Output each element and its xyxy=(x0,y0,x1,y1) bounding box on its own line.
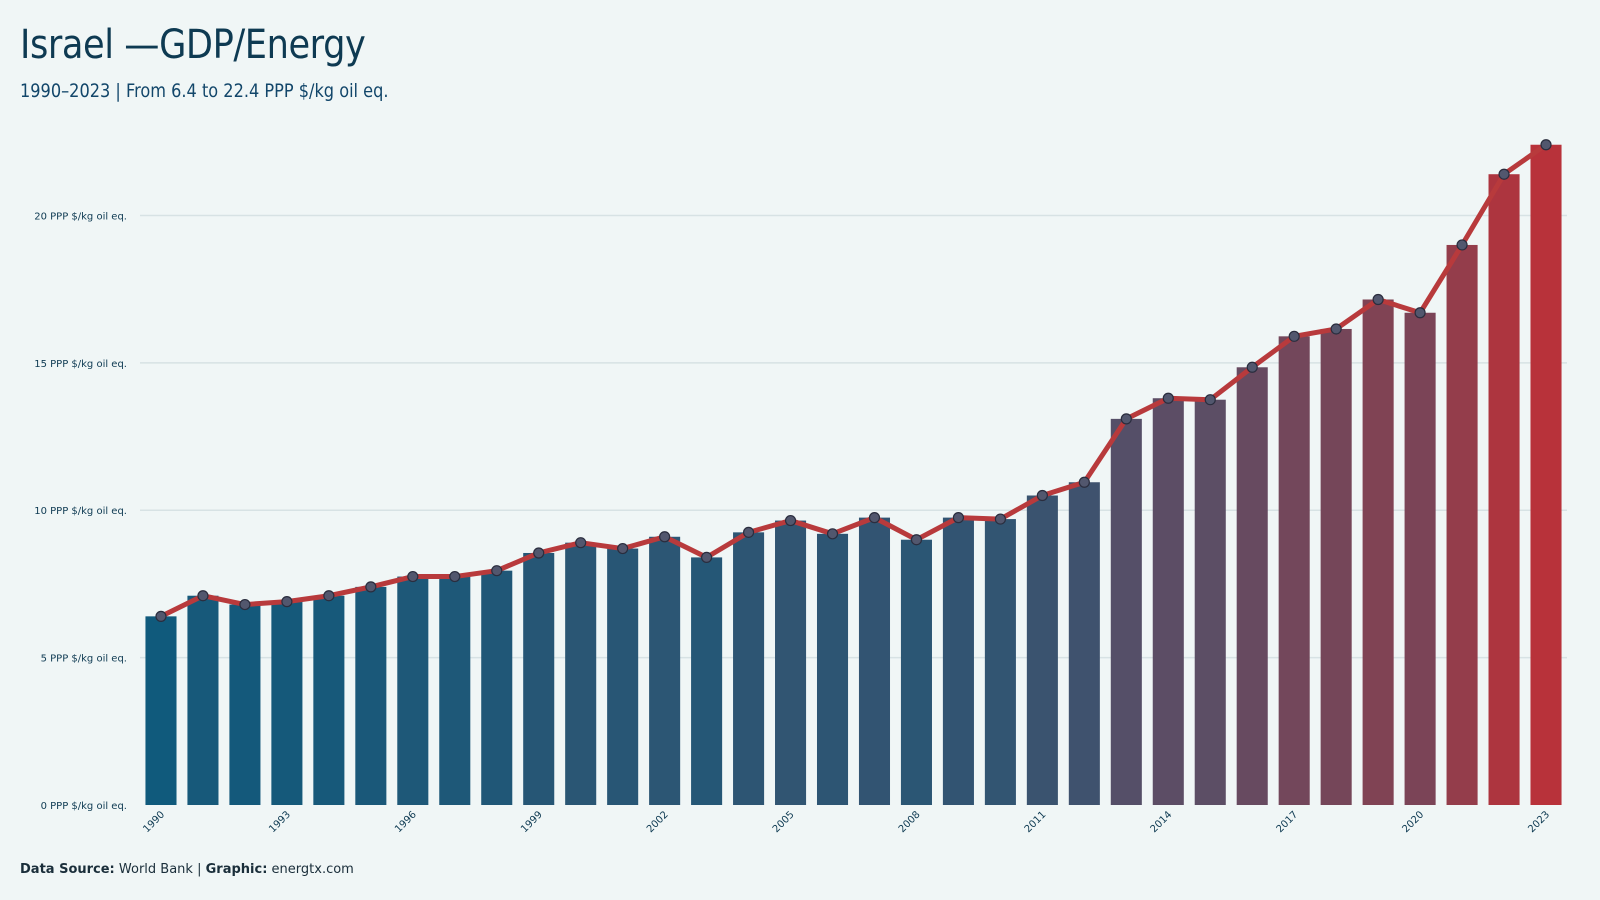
bar-2013 xyxy=(1110,418,1142,805)
x-tick-label-2020: 2020 xyxy=(1400,809,1426,835)
bar-2010 xyxy=(984,519,1016,805)
point-2018 xyxy=(1330,323,1342,335)
point-2006 xyxy=(826,528,839,540)
bar-2021 xyxy=(1446,244,1478,806)
bar-1996 xyxy=(397,576,429,805)
point-2010 xyxy=(994,513,1006,525)
bar-2000 xyxy=(565,542,597,805)
point-1991 xyxy=(197,590,209,602)
series-line xyxy=(158,142,1549,619)
x-tick-label-2014: 2014 xyxy=(1149,809,1175,835)
bar-2022 xyxy=(1488,174,1520,805)
point-1994 xyxy=(323,590,335,602)
bar-1994 xyxy=(313,595,345,805)
bar-2012 xyxy=(1068,482,1100,805)
bar-2011 xyxy=(1026,495,1058,805)
y-tick-label-15: 15 PPP $/kg oil eq. xyxy=(34,359,127,370)
point-2009 xyxy=(952,512,965,524)
point-1990 xyxy=(155,610,167,622)
point-2007 xyxy=(868,512,881,524)
x-tick-label-2017: 2017 xyxy=(1275,809,1301,835)
graphic-label: Graphic: xyxy=(205,862,268,877)
x-tick-label-2011: 2011 xyxy=(1023,809,1049,835)
point-2021 xyxy=(1456,239,1468,251)
point-2011 xyxy=(1036,489,1048,502)
bar-2001 xyxy=(607,548,639,805)
bar-1995 xyxy=(355,586,387,805)
point-2012 xyxy=(1078,476,1090,488)
x-tick-label-1990: 1990 xyxy=(141,809,167,835)
point-1996 xyxy=(407,570,419,583)
point-1997 xyxy=(449,570,461,583)
point-1992 xyxy=(239,598,251,611)
x-tick-label-2005: 2005 xyxy=(771,809,797,835)
point-2015 xyxy=(1204,394,1216,406)
x-axis: 1990 1993 1996 1999 2002 2005 2008 2011 2014 2017… xyxy=(141,809,1552,835)
point-2000 xyxy=(575,537,587,549)
point-2008 xyxy=(910,534,923,546)
point-2023 xyxy=(1540,139,1552,151)
source-value: World Bank xyxy=(118,862,193,877)
x-tick-label-2008: 2008 xyxy=(897,809,923,835)
footer-separator: | xyxy=(197,862,202,877)
bar-1992 xyxy=(229,604,261,805)
y-tick-label-0: 0 PPP $/kg oil eq. xyxy=(41,801,127,812)
bar-2023 xyxy=(1530,144,1562,806)
bar-1991 xyxy=(187,595,219,805)
point-2013 xyxy=(1120,413,1132,425)
source-label: Data Source: xyxy=(20,862,115,877)
bar-1999 xyxy=(523,552,555,805)
point-2004 xyxy=(742,526,755,538)
bar-2019 xyxy=(1362,299,1394,805)
y-axis: 0 PPP $/kg oil eq. 5 PPP $/kg oil eq. 10 P… xyxy=(34,211,127,812)
bar-2020 xyxy=(1404,312,1436,805)
point-1993 xyxy=(281,596,293,608)
x-tick-label-2002: 2002 xyxy=(645,809,671,835)
x-tick-label-1993: 1993 xyxy=(267,809,293,835)
bar-1998 xyxy=(481,570,513,805)
bar-2006 xyxy=(816,533,849,805)
footer: Data Source: World Bank | Graphic: energ… xyxy=(20,862,354,877)
point-2003 xyxy=(701,551,713,564)
bar-1997 xyxy=(439,576,471,805)
bar-1990 xyxy=(145,616,177,805)
point-1999 xyxy=(533,547,545,559)
bar-2007 xyxy=(858,517,891,805)
point-2005 xyxy=(784,514,797,527)
point-2016 xyxy=(1246,361,1258,373)
bar-2015 xyxy=(1194,399,1226,805)
bar-2002 xyxy=(649,536,681,805)
x-tick-label-1999: 1999 xyxy=(519,809,545,835)
bar-2008 xyxy=(900,539,932,805)
chart-subtitle: 1990–2023 | From 6.4 to 22.4 PPP $/kg oi… xyxy=(20,80,389,102)
point-1995 xyxy=(365,581,377,593)
graphic-value: energtx.com xyxy=(271,862,354,877)
bar-1993 xyxy=(271,601,303,805)
bar-2018 xyxy=(1320,328,1352,805)
x-tick-label-1996: 1996 xyxy=(393,809,419,835)
point-2002 xyxy=(659,531,671,543)
point-2001 xyxy=(617,542,629,555)
bars xyxy=(145,144,1562,806)
bar-2017 xyxy=(1278,336,1310,805)
point-2020 xyxy=(1414,307,1426,319)
point-2017 xyxy=(1288,330,1300,342)
y-tick-label-5: 5 PPP $/kg oil eq. xyxy=(41,654,127,665)
x-tick-label-2023: 2023 xyxy=(1526,809,1552,835)
bar-2014 xyxy=(1152,398,1184,805)
chart-title: Israel —GDP/Energy xyxy=(20,22,366,68)
point-1998 xyxy=(491,565,503,577)
y-tick-label-10: 10 PPP $/kg oil eq. xyxy=(34,506,127,517)
y-tick-label-20: 20 PPP $/kg oil eq. xyxy=(34,211,127,222)
point-2019 xyxy=(1372,293,1384,306)
bar-2009 xyxy=(942,517,974,805)
point-2014 xyxy=(1162,392,1174,404)
bar-2003 xyxy=(691,557,723,805)
bar-2004 xyxy=(733,532,765,805)
bar-2005 xyxy=(775,520,807,805)
point-2022 xyxy=(1498,168,1510,180)
bar-2016 xyxy=(1236,367,1268,805)
trend-line xyxy=(155,139,1552,622)
